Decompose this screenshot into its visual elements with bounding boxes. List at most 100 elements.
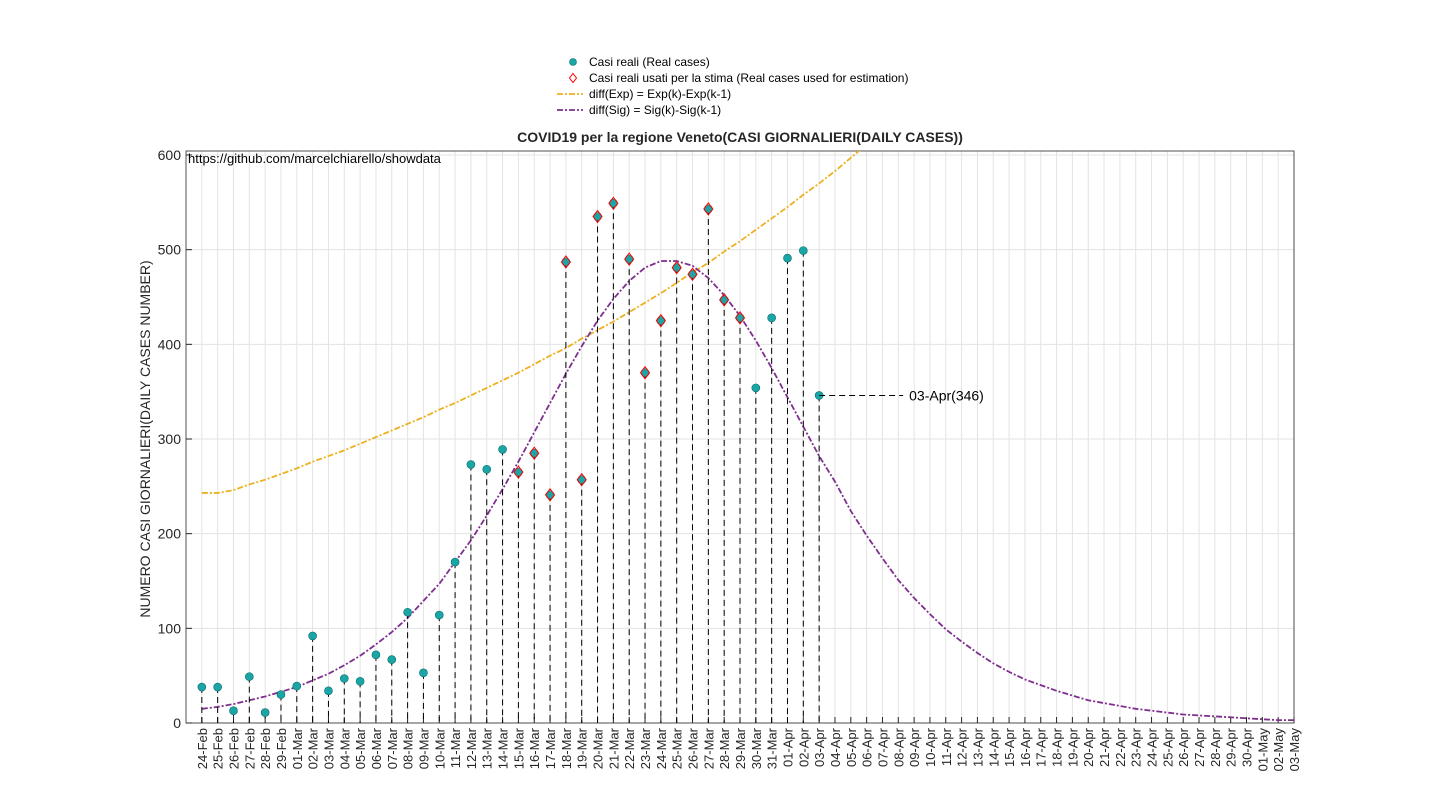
x-tick-label: 24-Feb xyxy=(195,728,210,769)
data-point-diamond xyxy=(529,446,540,461)
chart-title: COVID19 per la regione Veneto(CASI GIORN… xyxy=(517,129,963,145)
x-tick-label: 19-Apr xyxy=(1065,727,1080,767)
x-tick-label: 20-Mar xyxy=(591,727,606,769)
x-tick-label: 28-Apr xyxy=(1208,727,1223,767)
y-tick-label: 300 xyxy=(158,431,182,447)
data-point-diamond xyxy=(608,196,619,211)
x-tick-label: 01-Mar xyxy=(290,727,305,769)
data-point xyxy=(324,686,333,696)
x-tick-label: 25-Mar xyxy=(670,727,685,769)
x-tick-label: 12-Mar xyxy=(464,727,479,769)
data-point xyxy=(799,246,808,255)
data-point xyxy=(751,383,761,393)
data-point-diamond xyxy=(560,255,572,269)
data-point xyxy=(371,650,381,660)
x-tick-label: 08-Mar xyxy=(401,727,416,769)
x-tick-label: 03-Mar xyxy=(321,727,336,769)
data-point xyxy=(197,682,207,692)
y-axis-label: NUMERO CASI GIORNALIERI(DAILY CASES NUMB… xyxy=(137,260,153,617)
x-tick-label: 22-Mar xyxy=(622,727,637,769)
x-tick-label: 26-Apr xyxy=(1176,727,1191,767)
x-tick-label: 08-Apr xyxy=(891,727,906,767)
data-point-diamond xyxy=(671,260,682,275)
data-point-diamond xyxy=(592,209,603,224)
x-tick-label: 30-Mar xyxy=(749,727,764,769)
data-point xyxy=(783,253,792,263)
x-tick-label: 14-Apr xyxy=(986,727,1001,767)
x-tick-label: 10-Mar xyxy=(432,727,447,769)
x-tick-label: 24-Apr xyxy=(1145,727,1160,767)
x-tick-label: 07-Mar xyxy=(385,727,400,769)
data-point-diamond xyxy=(655,313,666,328)
source-note: https://github.com/marcelchiarello/showd… xyxy=(188,151,442,166)
x-tick-label: 10-Apr xyxy=(923,727,938,767)
x-tick-label: 09-Apr xyxy=(907,727,922,767)
x-tick-label: 28-Feb xyxy=(258,728,273,769)
legend-marker xyxy=(569,58,577,66)
data-point-diamond xyxy=(544,488,556,502)
data-point-diamond xyxy=(639,365,651,380)
x-tick-label: 30-Apr xyxy=(1240,727,1255,767)
x-tick-label: 24-Mar xyxy=(654,727,669,769)
data-point xyxy=(260,708,270,717)
series-line xyxy=(201,260,1294,722)
x-tick-label: 05-Mar xyxy=(353,727,368,769)
data-point xyxy=(229,706,238,715)
x-tick-label: 01-Apr xyxy=(780,727,795,767)
data-point xyxy=(308,631,317,641)
x-tick-label: 25-Feb xyxy=(211,728,226,769)
x-tick-label: 01-May xyxy=(1255,728,1270,772)
x-tick-label: 18-Mar xyxy=(559,727,574,769)
data-point xyxy=(213,682,222,692)
data-point-diamond xyxy=(719,293,730,307)
y-tick-label: 100 xyxy=(158,620,182,636)
data-point xyxy=(434,610,444,620)
data-point-diamond xyxy=(513,465,524,479)
legend-label: Casi reali usati per la stima (Real case… xyxy=(589,71,908,85)
x-tick-label: 29-Mar xyxy=(733,727,748,769)
x-tick-label: 22-Apr xyxy=(1113,727,1128,767)
x-tick-label: 17-Mar xyxy=(543,727,558,769)
x-tick-label: 03-Apr xyxy=(812,727,827,767)
x-tick-label: 03-May xyxy=(1287,728,1302,772)
x-tick-label: 15-Apr xyxy=(1002,727,1017,767)
x-tick-label: 14-Mar xyxy=(496,727,511,769)
x-tick-label: 23-Mar xyxy=(638,727,653,769)
x-tick-label: 27-Mar xyxy=(701,727,716,769)
x-tick-label: 21-Mar xyxy=(606,727,621,769)
x-tick-label: 16-Apr xyxy=(1018,727,1033,767)
x-tick-label: 12-Apr xyxy=(955,727,970,767)
data-point xyxy=(355,677,365,686)
x-tick-label: 15-Mar xyxy=(511,727,526,769)
y-tick-label: 600 xyxy=(158,147,182,163)
data-point xyxy=(292,681,302,691)
x-tick-label: 13-Mar xyxy=(480,727,495,769)
x-tick-label: 18-Apr xyxy=(1050,727,1065,767)
x-tick-label: 21-Apr xyxy=(1097,727,1112,767)
x-tick-label: 16-Mar xyxy=(527,727,542,769)
x-tick-label: 04-Apr xyxy=(828,727,843,767)
x-tick-label: 04-Mar xyxy=(337,727,352,769)
data-point-diamond xyxy=(624,252,635,266)
legend-marker xyxy=(568,72,578,84)
data-point xyxy=(339,674,349,683)
x-tick-label: 11-Apr xyxy=(939,727,954,766)
legend-label: diff(Exp) = Exp(k)-Exp(k-1) xyxy=(589,87,731,101)
x-tick-label: 09-Mar xyxy=(416,727,431,769)
x-tick-label: 26-Mar xyxy=(686,727,701,769)
x-tick-label: 26-Feb xyxy=(226,728,241,769)
data-point xyxy=(276,690,286,699)
x-tick-label: 29-Feb xyxy=(274,728,289,769)
x-tick-label: 27-Feb xyxy=(242,728,257,769)
legend-label: diff(Sig) = Sig(k)-Sig(k-1) xyxy=(589,103,721,117)
x-tick-label: 02-May xyxy=(1271,728,1286,772)
x-tick-label: 31-Mar xyxy=(765,727,780,769)
data-point xyxy=(419,668,428,678)
data-point xyxy=(767,313,776,323)
x-tick-label: 05-Apr xyxy=(844,727,859,767)
x-tick-label: 19-Mar xyxy=(575,727,590,769)
data-point-diamond xyxy=(687,267,698,282)
x-tick-label: 27-Apr xyxy=(1192,727,1207,767)
x-tick-label: 02-Apr xyxy=(796,727,811,767)
